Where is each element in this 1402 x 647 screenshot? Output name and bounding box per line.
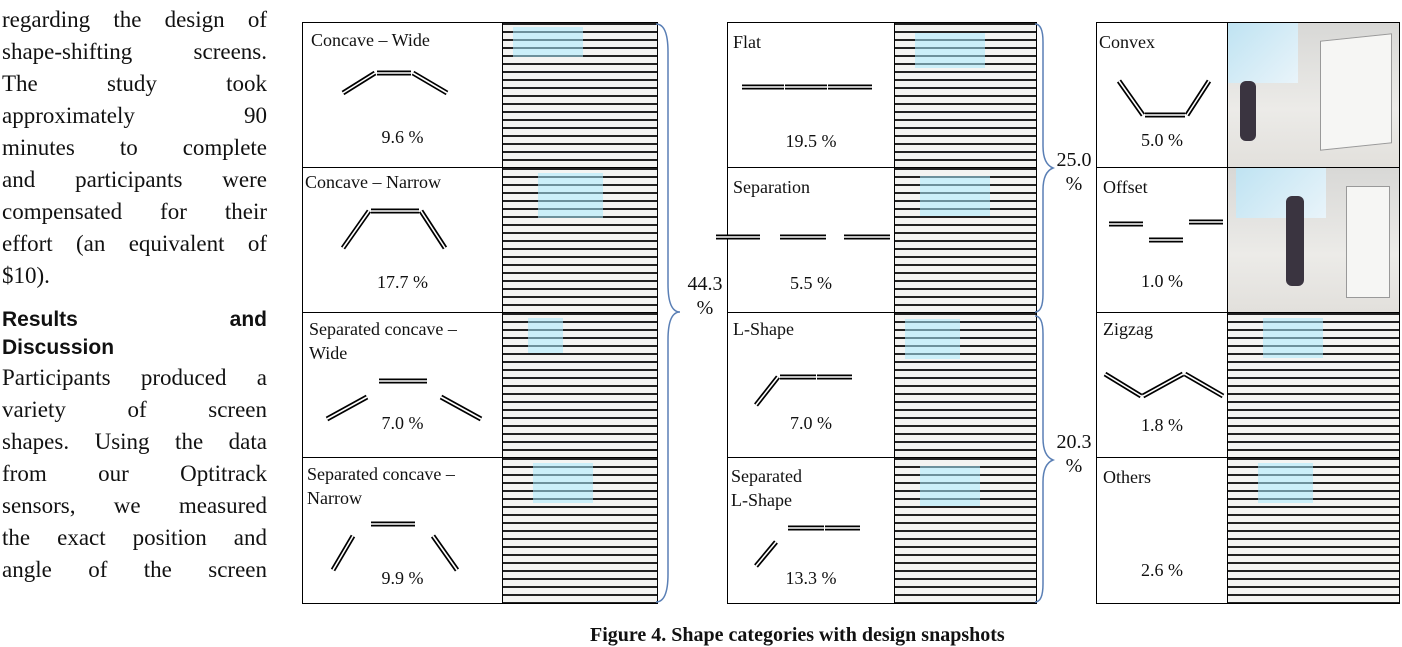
category-label: Concave – Narrow (305, 172, 441, 192)
category-percent: 2.6 % (1141, 560, 1183, 580)
separated-concave-wide-shape-icon (325, 378, 483, 422)
category-label: Offset (1103, 177, 1148, 197)
design-snapshot-image (894, 457, 1037, 604)
category-concave-narrow: Concave – Narrow 17.7 % (302, 167, 503, 313)
category-label: L-Shape (733, 319, 794, 339)
category-flat: Flat 19.5 % (727, 22, 895, 168)
category-separated-concave-narrow: Separated concave – Narrow 9.9 % (302, 457, 503, 604)
category-label: Separated L-Shape (731, 466, 802, 510)
category-label: Separated concave – Narrow (307, 464, 455, 508)
text-line: and participants were (2, 167, 267, 192)
text-line: approximately 90 (2, 103, 267, 128)
design-snapshot-image (894, 22, 1037, 168)
text-line: $10). (2, 263, 50, 288)
design-snapshot-image (502, 22, 658, 168)
group-percent-l-shape: 20.3 % (1052, 430, 1096, 478)
separated-concave-narrow-shape-icon (330, 521, 460, 572)
group-percent-unit: % (1065, 173, 1083, 195)
design-snapshot-image (1227, 312, 1400, 458)
method-paragraph: regarding the design of shape-shifting s… (2, 4, 267, 292)
category-percent: 17.7 % (377, 272, 428, 292)
category-l-shape: L-Shape 7.0 % (727, 312, 895, 458)
shape-categories-figure: Concave – Wide 9.6 % Concave – Narrow 17… (302, 22, 1400, 604)
category-percent: 5.0 % (1141, 130, 1183, 150)
text-line: from our Optitrack (2, 461, 267, 486)
flat-shape-icon (742, 84, 872, 90)
group-percent-value: 20.3 (1056, 431, 1092, 453)
group-brace-l-shape (1034, 315, 1056, 603)
group-percent-unit: % (1065, 455, 1083, 477)
design-snapshot-image (502, 167, 658, 313)
body-column: regarding the design of shape-shifting s… (2, 4, 267, 586)
offset-shape-icon (1109, 219, 1223, 243)
figure-caption: Figure 4. Shape categories with design s… (590, 624, 1005, 646)
category-label: Others (1103, 467, 1151, 487)
group-percent-flat: 25.0 % (1052, 148, 1096, 196)
separated-l-shape-icon (754, 525, 860, 568)
category-others: Others 2.6 % (1096, 457, 1228, 604)
concave-wide-shape-icon (341, 70, 449, 96)
category-percent: 1.0 % (1141, 271, 1183, 291)
category-label: Separated concave – Wide (309, 319, 457, 363)
category-separated-concave-wide: Separated concave – Wide 7.0 % (302, 312, 503, 458)
concave-narrow-shape-icon (340, 208, 448, 250)
category-label: Concave – Wide (311, 30, 430, 50)
design-snapshot-image (894, 312, 1037, 458)
design-snapshot-image (894, 167, 1037, 313)
category-percent: 19.5 % (785, 131, 837, 151)
category-percent: 7.0 % (790, 413, 832, 433)
group-percent-unit: % (696, 297, 714, 319)
zigzag-shape-icon (1103, 371, 1225, 399)
category-percent: 7.0 % (381, 413, 424, 433)
text-line: Participants produced a (2, 365, 267, 390)
text-line: shape-shifting screens. (2, 39, 267, 64)
group-percent-value: 44.3 (687, 273, 723, 295)
category-percent: 1.8 % (1141, 415, 1183, 435)
text-line: regarding the design of (2, 7, 267, 32)
text-line: shapes. Using the data (2, 429, 267, 454)
heading-line: Results and (2, 308, 267, 331)
results-paragraph: Participants produced a variety of scree… (2, 362, 267, 586)
category-label: Zigzag (1103, 319, 1153, 339)
section-heading: Results and Discussion (2, 306, 267, 362)
text-line: the exact position and (2, 525, 267, 550)
group-brace-concave (655, 23, 681, 603)
category-label: Convex (1099, 32, 1155, 52)
design-snapshot-photo (1227, 167, 1400, 313)
heading-line: Discussion (2, 336, 115, 359)
text-line: effort (an equivalent of (2, 231, 267, 256)
category-percent: 9.9 % (381, 568, 424, 588)
group-brace-flat (1034, 23, 1056, 313)
group-percent-concave: 44.3 % (676, 272, 734, 320)
category-offset: Offset 1.0 % (1096, 167, 1228, 313)
category-separated-l-shape: Separated L-Shape 13.3 % (727, 457, 895, 604)
category-convex: Convex 5.0 % (1096, 22, 1228, 168)
text-line: minutes to complete (2, 135, 267, 160)
text-line: angle of the screen (2, 557, 267, 582)
category-percent: 13.3 % (785, 568, 837, 588)
text-line: The study took (2, 71, 267, 96)
group-percent-value: 25.0 (1056, 149, 1092, 171)
category-percent: 9.6 % (381, 127, 424, 147)
design-snapshot-image (1227, 457, 1400, 604)
category-concave-wide: Concave – Wide 9.6 % (302, 22, 503, 168)
design-snapshot-image (502, 457, 658, 604)
text-line: sensors, we measured (2, 493, 267, 518)
category-label: Separation (733, 177, 810, 197)
text-line: variety of screen (2, 397, 267, 422)
design-snapshot-image (502, 312, 658, 458)
design-snapshot-photo (1227, 22, 1400, 168)
category-label: Flat (733, 32, 762, 52)
category-percent: 5.5 % (790, 273, 832, 293)
convex-shape-icon (1116, 79, 1212, 118)
category-zigzag: Zigzag 1.8 % (1096, 312, 1228, 458)
l-shape-icon (754, 374, 852, 407)
separation-shape-icon (716, 234, 890, 240)
text-line: compensated for their (2, 199, 267, 224)
